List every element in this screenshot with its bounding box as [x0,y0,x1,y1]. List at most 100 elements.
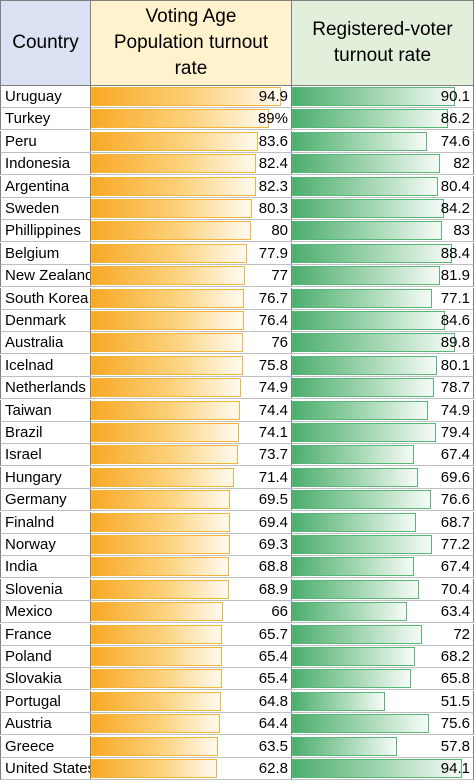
registered-bar [292,288,432,308]
table-row: Sweden 80.3 84.2 [0,198,474,220]
registered-bar [292,624,422,644]
vap-value: 71.4 [258,468,288,486]
vap-value: 63.5 [258,737,288,755]
vap-cell: 69.3 [90,534,292,556]
header-vap-turnout: Voting Age Population turnout rate [90,0,292,86]
registered-cell: 65.8 [291,668,474,691]
registered-cell: 84.2 [291,198,474,220]
vap-value: 62.8 [258,760,288,777]
vap-value: 76.7 [258,289,288,307]
vap-cell: 65.7 [90,623,292,646]
country-cell: Turkey [0,108,91,131]
registered-bar [292,243,452,263]
registered-bar [292,378,434,398]
country-cell: Argentina [0,175,91,198]
country-name: Hungary [5,468,62,486]
registered-cell: 70.4 [291,578,474,601]
vap-bar [91,535,230,554]
country-cell: France [0,623,91,646]
country-name: Uruguay [5,88,62,105]
vap-value: 75.8 [258,356,288,374]
registered-bar [292,490,431,510]
country-name: Poland [5,648,52,665]
country-name: Slovenia [5,580,63,598]
country-name: Phillippines [5,222,81,240]
country-name: Finalnd [5,513,55,531]
registered-value: 77.2 [440,536,470,553]
registered-bar [292,221,442,241]
registered-value: 84.2 [440,200,470,217]
country-cell: Austria [0,713,91,736]
vap-value: 94.9 [258,88,288,105]
registered-cell: 57.8 [291,735,474,758]
country-cell: Denmark [0,310,91,332]
table-row: New Zealand 77 81.9 [0,265,474,288]
vap-bar [91,176,256,196]
vap-cell: 69.5 [90,489,292,512]
vap-value: 89% [257,110,288,128]
registered-bar [292,131,427,151]
country-name: Greece [5,737,55,755]
registered-value: 68.2 [440,648,470,665]
table-row: Argentina 82.3 80.4 [0,175,474,198]
vap-cell: 80 [90,220,292,243]
registered-bar [292,154,440,174]
registered-value: 84.6 [440,312,470,329]
vap-value: 74.1 [258,424,288,441]
country-name: New Zealand [5,267,91,285]
registered-cell: 68.2 [291,646,474,668]
vap-bar [91,557,229,577]
vap-value: 74.4 [258,401,288,419]
vap-value: 68.9 [258,580,288,598]
registered-cell: 67.4 [291,556,474,579]
vap-value: 64.4 [258,715,288,733]
table-row: Icelnad 75.8 80.1 [0,354,474,377]
vap-bar [91,714,220,734]
vap-bar [91,288,244,308]
vap-value: 82.3 [258,177,288,195]
table-row: India 68.8 67.4 [0,556,474,579]
vap-value: 68.8 [258,558,288,576]
registered-bar [292,355,437,375]
country-cell: Icelnad [0,354,91,377]
country-cell: Brazil [0,422,91,444]
registered-value: 94.1 [440,760,470,777]
registered-bar [292,199,444,218]
country-name: Brazil [5,424,43,441]
vap-cell: 82.3 [90,175,292,198]
vap-cell: 68.8 [90,556,292,579]
registered-cell: 74.6 [291,130,474,153]
vap-bar [91,131,258,151]
country-cell: Uruguay [0,86,91,108]
registered-bar [292,557,414,577]
country-cell: New Zealand [0,265,91,288]
table-row: Hungary 71.4 69.6 [0,466,474,489]
registered-bar [292,176,438,196]
registered-cell: 69.6 [291,466,474,489]
vap-bar [91,445,238,465]
registered-cell: 90.1 [291,86,474,108]
header-registered-turnout: Registered-voter turnout rate [291,0,474,86]
vap-value: 65.4 [258,648,288,665]
country-name: France [5,625,52,643]
registered-value: 74.9 [440,401,470,419]
registered-cell: 86.2 [291,108,474,131]
registered-cell: 77.2 [291,534,474,556]
vap-cell: 76.4 [90,310,292,332]
registered-cell: 81.9 [291,265,474,288]
country-name: Denmark [5,312,66,329]
country-name: Portugal [5,692,61,710]
vap-bar [91,759,217,778]
registered-bar [292,759,462,778]
vap-value: 74.9 [258,379,288,397]
registered-bar [292,535,432,554]
country-name: Slovakia [5,670,62,688]
vap-value: 64.8 [258,692,288,710]
country-cell: United States [0,758,91,780]
vap-value: 80 [271,222,288,240]
registered-value: 80.4 [440,177,470,195]
table-row: Greece 63.5 57.8 [0,735,474,758]
registered-value: 63.4 [440,603,470,621]
table-row: Uruguay 94.9 90.1 [0,86,474,108]
